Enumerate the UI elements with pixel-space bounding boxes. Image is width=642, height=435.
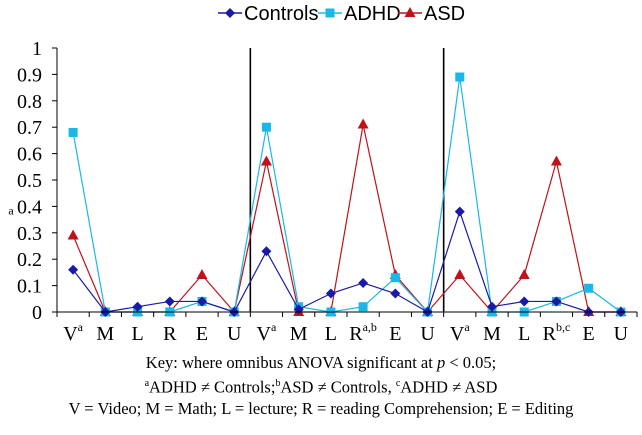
key-line-3: V = Video; M = Math; L = lecture; R = re… — [68, 398, 574, 418]
data-point-asd — [357, 118, 369, 129]
legend-marker-controls — [225, 8, 235, 18]
legend: Controls ADHD ASD — [218, 3, 465, 25]
data-point-controls — [164, 296, 175, 307]
x-tick-label: E — [583, 323, 595, 345]
data-point-adhd — [261, 122, 271, 132]
data-point-controls — [454, 206, 465, 217]
data-point-controls — [358, 277, 369, 288]
data-point-adhd — [358, 302, 368, 312]
data-point-controls — [261, 246, 272, 257]
data-point-asd — [196, 269, 208, 280]
x-axis: Va M L R E U Va M L Ra,b E U Va M L Rb,c E U — [56, 311, 638, 345]
x-tick-label: M — [290, 323, 308, 345]
key-line-1: Key: where omnibus ANOVA significant at … — [145, 353, 497, 372]
x-tick-label: Va — [257, 320, 277, 345]
data-point-controls — [132, 301, 143, 312]
data-point-asd — [260, 155, 272, 166]
data-point-controls — [390, 288, 401, 299]
data-point-controls — [551, 296, 562, 307]
data-point-controls — [519, 296, 530, 307]
x-tick-label: Va — [63, 320, 83, 345]
y-axis: 0 0.1 0.2 0.3 0.4 0.5 0.6 0.7 0.8 0.9 1 a — [8, 38, 58, 324]
data-point-controls — [487, 301, 497, 312]
series-line-asd — [72, 124, 621, 314]
x-tick-label: Ra,b — [349, 320, 377, 345]
y-tick-label: 1 — [32, 38, 42, 60]
data-point-adhd — [455, 72, 465, 82]
plot-area — [67, 48, 627, 317]
x-tick-label: M — [96, 323, 114, 345]
x-tick-label: Va — [450, 320, 470, 345]
series-line-controls — [72, 209, 621, 313]
x-tick-label: E — [389, 323, 401, 345]
x-tick-label: M — [483, 323, 501, 345]
y-tick-label: 0.4 — [17, 196, 42, 218]
y-tick-label: 0.3 — [17, 223, 42, 245]
data-point-asd — [518, 269, 530, 280]
legend-label-adhd: ADHD — [344, 3, 401, 25]
data-point-controls — [197, 296, 207, 307]
data-point-controls — [325, 288, 336, 299]
data-point-asd — [550, 155, 562, 166]
legend-marker-adhd — [325, 8, 335, 18]
data-point-adhd — [584, 283, 594, 293]
y-tick-label: 0.8 — [17, 91, 42, 113]
data-point-controls — [68, 264, 79, 275]
y-tick-label: 0.7 — [17, 117, 42, 139]
legend-label-asd: ASD — [424, 3, 465, 25]
series-line-adhd — [72, 76, 622, 314]
y-tick-label: 0.9 — [17, 64, 42, 86]
x-tick-label: U — [614, 323, 629, 345]
x-tick-label: L — [131, 323, 143, 345]
x-tick-label: U — [420, 323, 435, 345]
line-chart: Controls ADHD ASD 0 0.1 0.2 0.3 0.4 0.5 0.6 0.7 0.… — [8, 3, 638, 345]
y-tick-label: 0.6 — [17, 144, 42, 166]
legend-marker-asd — [404, 7, 416, 17]
y-tick-label: 0.2 — [17, 249, 42, 271]
figure-key: Key: where omnibus ANOVA significant at … — [0, 352, 642, 419]
key-line-2: aADHD ≠ Controls;bASD ≠ Controls, cADHD … — [144, 377, 498, 397]
x-tick-label: L — [518, 323, 530, 345]
y-tick-label: 0.5 — [17, 170, 42, 192]
x-tick-label: U — [227, 323, 242, 345]
data-point-adhd — [390, 273, 400, 283]
y-tick-label: 0 — [32, 302, 42, 324]
y-tick-label: 0.1 — [17, 276, 42, 298]
x-tick-label: E — [196, 323, 208, 345]
x-tick-label: L — [325, 323, 337, 345]
legend-label-controls: Controls — [244, 3, 318, 25]
data-point-asd — [67, 229, 79, 240]
x-tick-label: Rb,c — [543, 320, 571, 345]
y-axis-stray-label: a — [8, 203, 14, 217]
data-point-adhd — [68, 127, 78, 137]
data-point-asd — [454, 269, 466, 280]
x-tick-label: R — [163, 323, 177, 345]
